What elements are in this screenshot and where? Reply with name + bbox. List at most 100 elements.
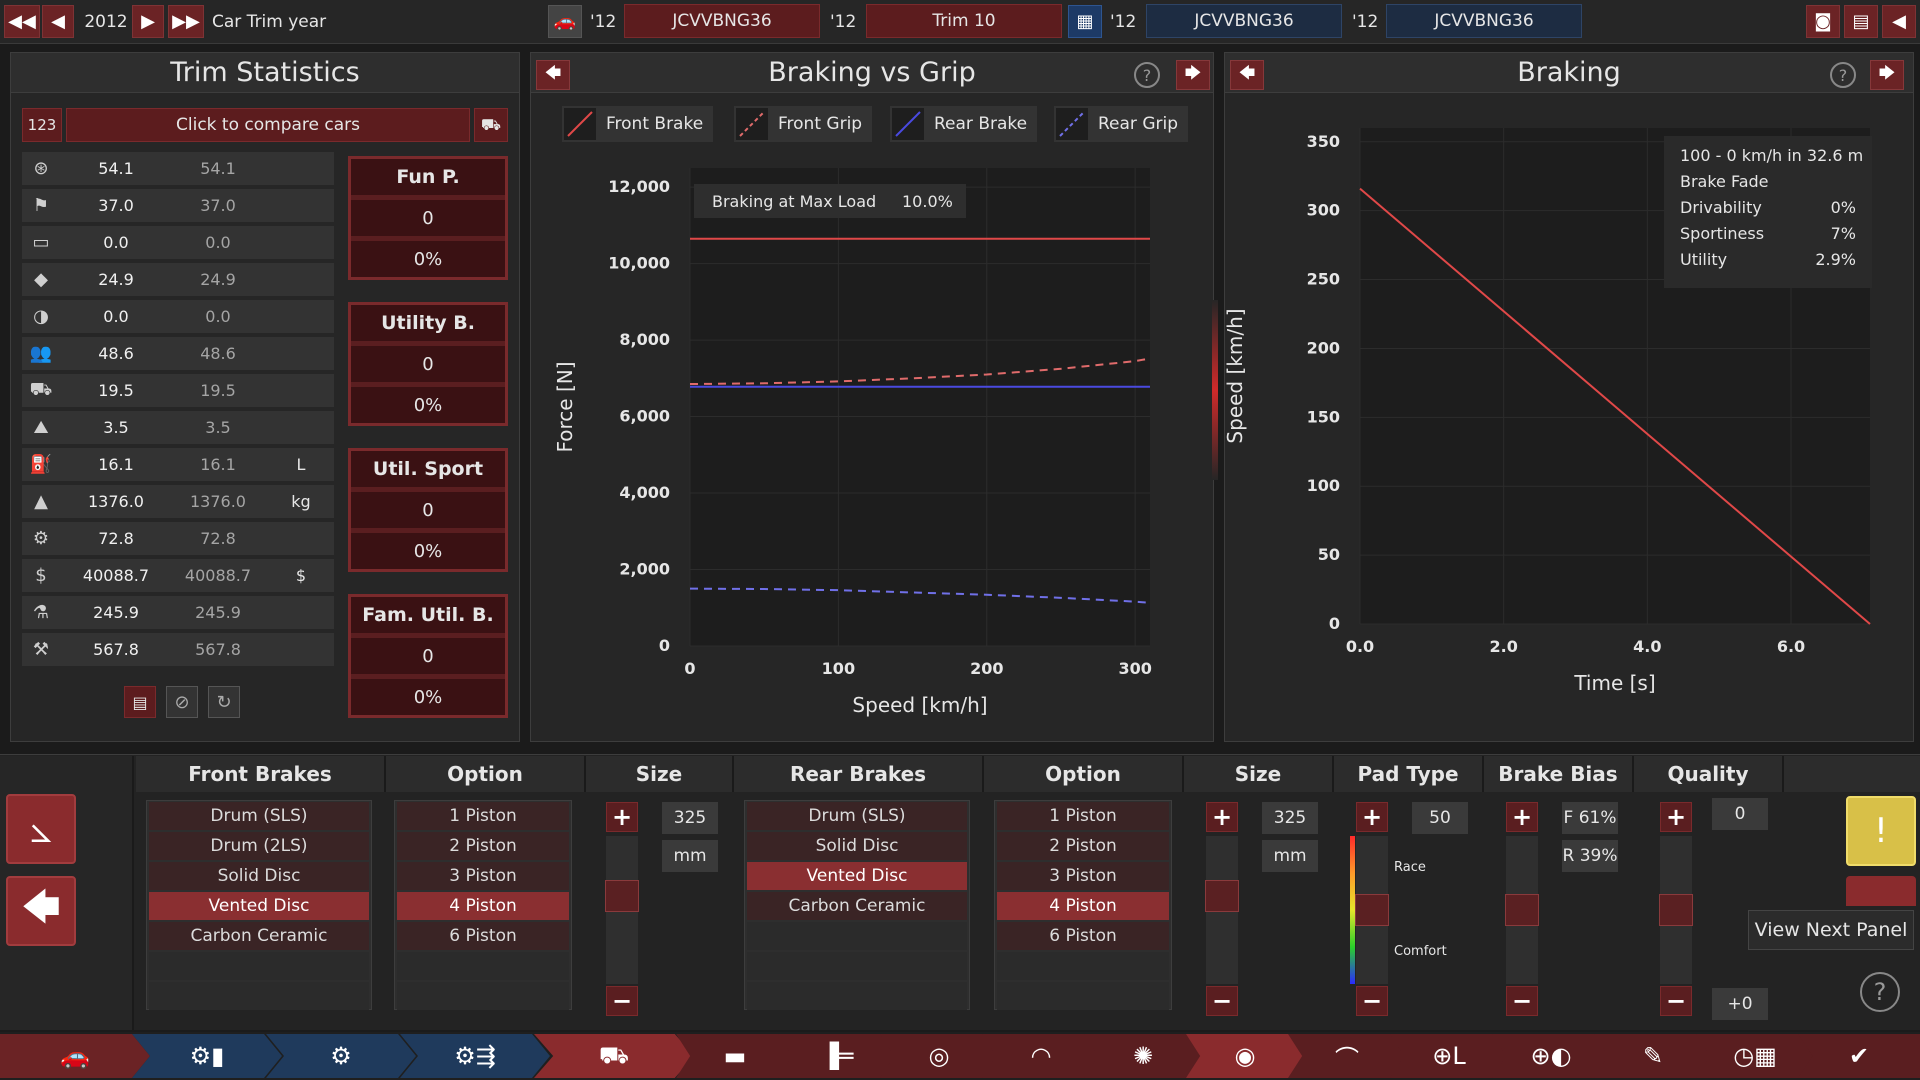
rewind-icon[interactable]: ◀◀ [4, 5, 40, 38]
info-label: Drivability [1680, 198, 1762, 217]
back-arrow-icon[interactable]: 🡄 [6, 876, 76, 946]
next-year-button[interactable]: ▶ [132, 5, 164, 38]
list-item[interactable]: 3 Piston [997, 862, 1169, 890]
pad-type-slider-handle[interactable] [1355, 894, 1389, 926]
nav-engine-family-icon[interactable]: ⚙▮ [132, 1034, 282, 1078]
tab-year-4: '12 [1352, 11, 1379, 32]
tab-trim[interactable]: Trim 10 [866, 4, 1062, 38]
y-tick-label: 50 [1318, 545, 1340, 564]
nav-engine-top-icon[interactable]: ⚙⇶ [400, 1034, 550, 1078]
series-line [689, 587, 1151, 604]
quality-plus-button[interactable]: + [1660, 802, 1692, 832]
legend-rear-grip[interactable]: Rear Grip [1054, 106, 1188, 142]
brake-bias-slider-handle[interactable] [1505, 894, 1539, 926]
list-item[interactable]: Vented Disc [149, 892, 369, 920]
next-panel-icon[interactable]: 🡆 [1176, 60, 1210, 90]
nav-safety-icon[interactable]: ⊕◐ [1492, 1034, 1610, 1078]
legend-swatch [736, 108, 768, 140]
brake-bias-minus-button[interactable]: − [1506, 986, 1538, 1016]
list-item[interactable]: 2 Piston [397, 832, 569, 860]
list-item[interactable]: 1 Piston [997, 802, 1169, 830]
nav-brakes-icon[interactable]: ◉ [1186, 1034, 1304, 1078]
list-item[interactable]: 4 Piston [997, 892, 1169, 920]
list-item[interactable]: 1 Piston [397, 802, 569, 830]
back-icon[interactable]: ◀ [1882, 5, 1916, 38]
nav-test-track-icon[interactable]: ◷▦ [1696, 1034, 1814, 1078]
list-item[interactable]: 4 Piston [397, 892, 569, 920]
tab-engine-model[interactable]: JCVVBNG36 [1146, 4, 1342, 38]
quality-slider-handle[interactable] [1659, 894, 1693, 926]
x-tick-label: 0.0 [1346, 637, 1374, 656]
quality-minus-button[interactable]: − [1660, 986, 1692, 1016]
camera-icon[interactable]: ◙ [1806, 5, 1840, 38]
list-item[interactable]: Drum (2LS) [149, 832, 369, 860]
list-item[interactable]: Drum (SLS) [747, 802, 967, 830]
prev-year-button[interactable]: ◀ [42, 5, 74, 38]
tab-model[interactable]: JCVVBNG36 [624, 4, 820, 38]
nav-suspension-icon[interactable]: ▬ [676, 1034, 794, 1078]
nav-finish-icon[interactable]: ✔ [1798, 1034, 1920, 1078]
prev-panel-icon[interactable]: 🡄 [1230, 60, 1264, 90]
nav-body-icon[interactable]: 🚗 [0, 1034, 150, 1078]
compare-cars-button[interactable]: Click to compare cars [66, 108, 470, 142]
tab-engine-variant[interactable]: JCVVBNG36 [1386, 4, 1582, 38]
list-item[interactable]: 3 Piston [397, 862, 569, 890]
legend-front-brake[interactable]: Front Brake [562, 106, 714, 142]
help-icon[interactable]: ? [1830, 62, 1856, 88]
list-item[interactable]: 2 Piston [997, 832, 1169, 860]
car-icon[interactable]: 🚗 [548, 5, 582, 38]
nav-drivetrain-icon[interactable]: ▐═ [778, 1034, 896, 1078]
stat-row: ▲ 1376.0 1376.0 kg [22, 485, 334, 520]
list-item[interactable]: 6 Piston [397, 922, 569, 950]
list-item[interactable]: Solid Disc [149, 862, 369, 890]
nav-fixtures-icon[interactable]: ✎ [1594, 1034, 1712, 1078]
nav-wheels-icon[interactable]: ✺ [1084, 1034, 1202, 1078]
compare-car-icon[interactable]: ⛟ [474, 108, 508, 142]
plot-area [690, 168, 1150, 646]
pad-type-plus-button[interactable]: + [1356, 802, 1388, 832]
front-size-plus-button[interactable]: + [606, 802, 638, 832]
next-panel-button[interactable] [1846, 876, 1916, 906]
info-value: 7% [1830, 224, 1856, 243]
help-icon[interactable]: ? [1860, 972, 1900, 1012]
brake-bias-plus-button[interactable]: + [1506, 802, 1538, 832]
calculator-icon[interactable]: ▤ [1844, 5, 1878, 38]
braking-vs-grip-chart: 12,000 10,000 8,000 6,000 4,000 2,000 00 100 200… [553, 168, 1152, 717]
list-item[interactable]: Vented Disc [747, 862, 967, 890]
nav-aero-icon[interactable]: ⌒ [1288, 1034, 1406, 1078]
front-brakes-list: Drum (SLS) Drum (2LS) Solid Disc Vented Dis… [146, 800, 372, 1010]
fast-forward-icon[interactable]: ▶▶ [168, 5, 204, 38]
legend-rear-brake[interactable]: Rear Brake [890, 106, 1038, 142]
front-size-slider-handle[interactable] [605, 880, 639, 912]
list-item[interactable]: Carbon Ceramic [149, 922, 369, 950]
nav-gearbox-icon[interactable]: ◎ [880, 1034, 998, 1078]
chart-axes-icon[interactable]: ⦣ [6, 794, 76, 864]
nav-chassis-icon[interactable]: ⛟ [534, 1034, 694, 1078]
stat-unit [272, 374, 330, 407]
rear-size-minus-button[interactable]: − [1206, 986, 1238, 1016]
rear-size-slider-handle[interactable] [1205, 880, 1239, 912]
list-item[interactable]: Drum (SLS) [149, 802, 369, 830]
help-icon[interactable]: ? [1134, 62, 1160, 88]
stat-value: 54.1 [98, 159, 134, 178]
nav-interior-icon[interactable]: ⊕L [1390, 1034, 1508, 1078]
nav-tyres-icon[interactable]: ◠ [982, 1034, 1100, 1078]
pad-type-minus-button[interactable]: − [1356, 986, 1388, 1016]
legend-front-grip[interactable]: Front Grip [734, 106, 873, 142]
prev-panel-icon[interactable]: 🡄 [536, 60, 570, 90]
engine-icon[interactable]: ▦ [1068, 5, 1102, 38]
rear-size-plus-button[interactable]: + [1206, 802, 1238, 832]
clear-icon[interactable]: ⊘ [166, 686, 198, 718]
warning-icon[interactable]: ! [1846, 796, 1916, 866]
info-label: Brake Fade [1680, 172, 1769, 191]
stat-unit [272, 522, 330, 555]
nav-engine-bottom-icon[interactable]: ⚙ [266, 1034, 416, 1078]
next-panel-icon[interactable]: 🡆 [1870, 60, 1904, 90]
list-item[interactable]: 6 Piston [997, 922, 1169, 950]
list-item[interactable]: Solid Disc [747, 832, 967, 860]
reset-icon[interactable]: ↻ [208, 686, 240, 718]
gem-icon: ◆ [34, 269, 48, 290]
list-item[interactable]: Carbon Ceramic [747, 892, 967, 920]
report-icon[interactable]: ▤ [124, 686, 156, 718]
front-size-minus-button[interactable]: − [606, 986, 638, 1016]
